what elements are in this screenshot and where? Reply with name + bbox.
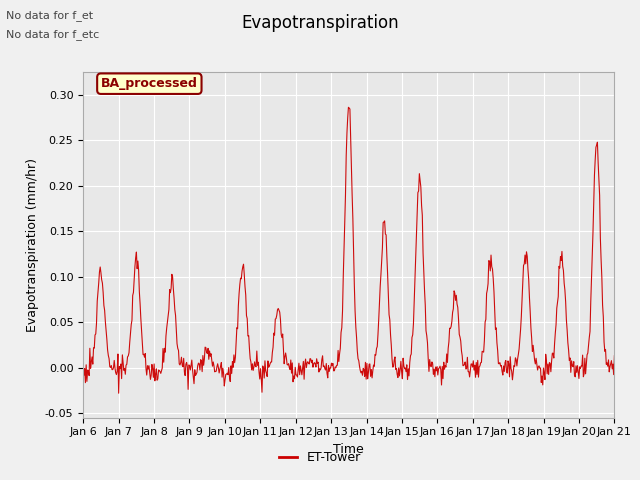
Text: Evapotranspiration: Evapotranspiration — [241, 14, 399, 33]
Text: No data for f_etc: No data for f_etc — [6, 29, 100, 40]
Text: BA_processed: BA_processed — [101, 77, 198, 90]
Text: No data for f_et: No data for f_et — [6, 10, 93, 21]
X-axis label: Time: Time — [333, 443, 364, 456]
Y-axis label: Evapotranspiration (mm/hr): Evapotranspiration (mm/hr) — [26, 158, 39, 332]
Legend: ET-Tower: ET-Tower — [273, 446, 367, 469]
